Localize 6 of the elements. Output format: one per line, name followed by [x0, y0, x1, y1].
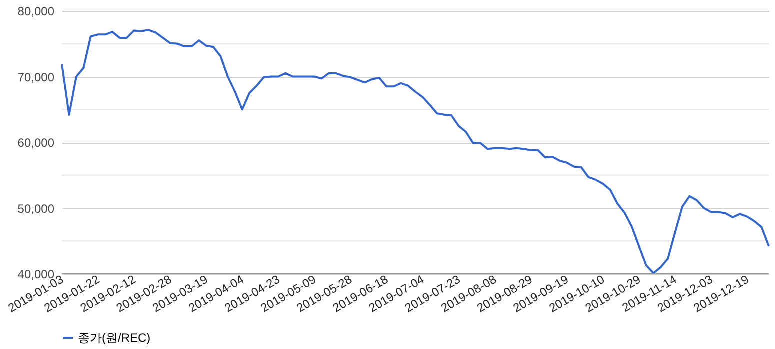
y-tick-label: 80,000: [18, 4, 55, 18]
y-tick-label: 60,000: [18, 136, 55, 150]
y-tick-label: 70,000: [18, 70, 55, 84]
legend-label: 종가(원/REC): [78, 331, 151, 345]
y-tick-label: 50,000: [18, 202, 55, 216]
line-series: [61, 29, 770, 274]
